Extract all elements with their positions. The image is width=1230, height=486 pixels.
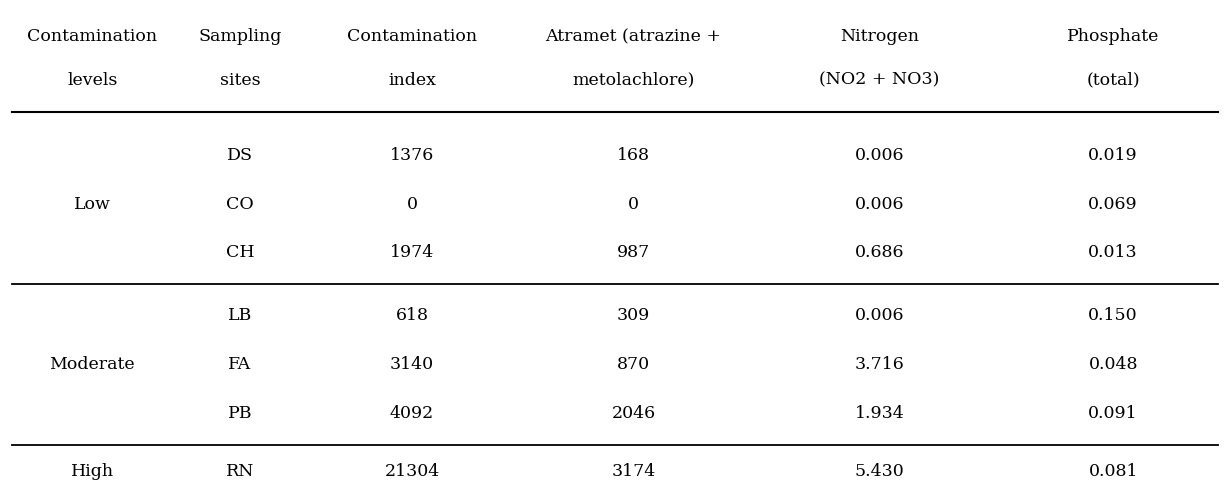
Text: 987: 987: [616, 244, 651, 261]
Text: 2046: 2046: [611, 405, 656, 421]
Text: 3174: 3174: [611, 463, 656, 480]
Text: 21304: 21304: [385, 463, 439, 480]
Text: 0.006: 0.006: [855, 196, 904, 212]
Text: 0.686: 0.686: [855, 244, 904, 261]
Text: LB: LB: [228, 308, 252, 324]
Text: 0: 0: [629, 196, 638, 212]
Text: sites: sites: [219, 72, 261, 88]
Text: 4092: 4092: [390, 405, 434, 421]
Text: 5.430: 5.430: [855, 463, 904, 480]
Text: Phosphate: Phosphate: [1066, 28, 1160, 45]
Text: 0.019: 0.019: [1089, 147, 1138, 164]
Text: 618: 618: [396, 308, 428, 324]
Text: CH: CH: [225, 244, 255, 261]
Text: levels: levels: [68, 72, 117, 88]
Text: (NO2 + NO3): (NO2 + NO3): [819, 72, 940, 88]
Text: 0.081: 0.081: [1089, 463, 1138, 480]
Text: Contamination: Contamination: [347, 28, 477, 45]
Text: index: index: [389, 72, 435, 88]
Text: 0.013: 0.013: [1089, 244, 1138, 261]
Text: RN: RN: [225, 463, 255, 480]
Text: (total): (total): [1086, 72, 1140, 88]
Text: 0.150: 0.150: [1089, 308, 1138, 324]
Text: 168: 168: [617, 147, 649, 164]
Text: 870: 870: [617, 356, 649, 373]
Text: 1376: 1376: [390, 147, 434, 164]
Text: 0: 0: [407, 196, 417, 212]
Text: Low: Low: [74, 196, 111, 212]
Text: 1974: 1974: [390, 244, 434, 261]
Text: Atramet (atrazine +: Atramet (atrazine +: [545, 28, 722, 45]
Text: FA: FA: [229, 356, 251, 373]
Text: High: High: [70, 463, 114, 480]
Text: 309: 309: [616, 308, 651, 324]
Text: 0.069: 0.069: [1089, 196, 1138, 212]
Text: PB: PB: [228, 405, 252, 421]
Text: Contamination: Contamination: [27, 28, 157, 45]
Text: Sampling: Sampling: [198, 28, 282, 45]
Text: CO: CO: [226, 196, 253, 212]
Text: Nitrogen: Nitrogen: [840, 28, 919, 45]
Text: Moderate: Moderate: [49, 356, 135, 373]
Text: DS: DS: [226, 147, 253, 164]
Text: 0.006: 0.006: [855, 308, 904, 324]
Text: 1.934: 1.934: [855, 405, 904, 421]
Text: 0.048: 0.048: [1089, 356, 1138, 373]
Text: 0.006: 0.006: [855, 147, 904, 164]
Text: 3.716: 3.716: [855, 356, 904, 373]
Text: 0.091: 0.091: [1089, 405, 1138, 421]
Text: metolachlore): metolachlore): [572, 72, 695, 88]
Text: 3140: 3140: [390, 356, 434, 373]
